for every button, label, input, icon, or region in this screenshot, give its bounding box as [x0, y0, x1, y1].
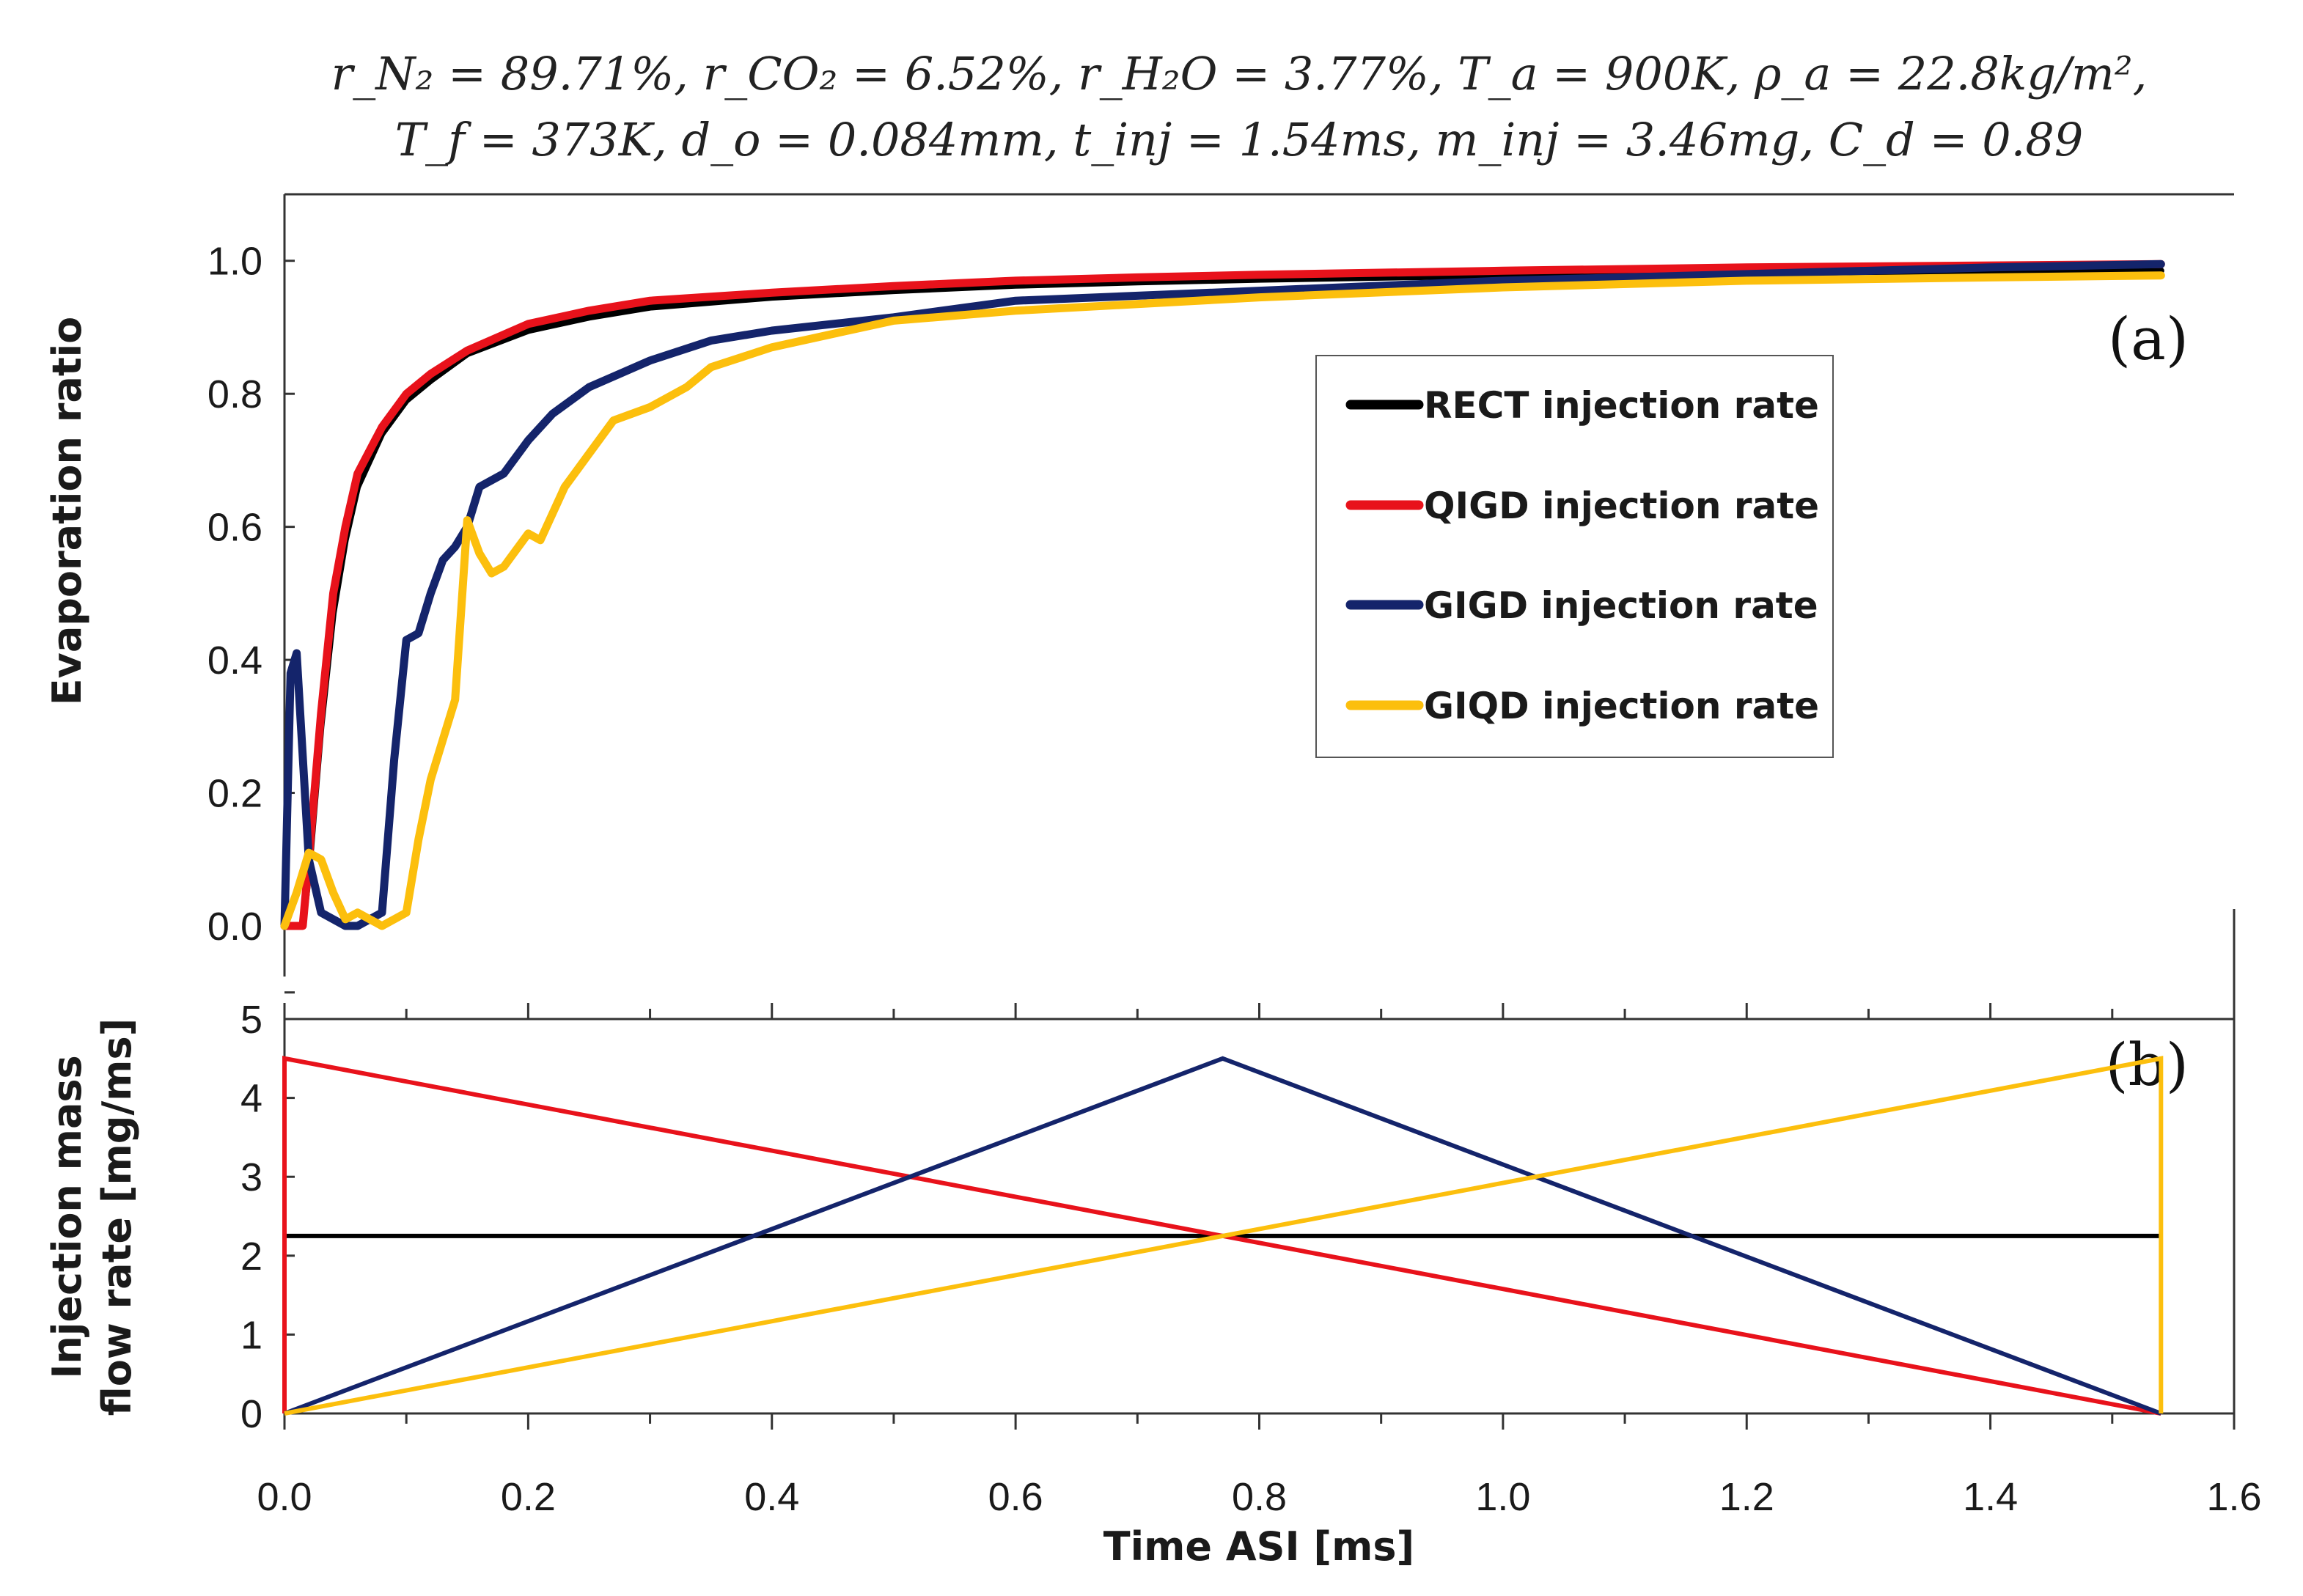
panel-b-y-tick-label: 1: [240, 1313, 262, 1357]
panel-b-y-tick-label: 4: [240, 1077, 262, 1121]
panel-b-y-tick-label: 2: [240, 1235, 262, 1279]
panel-a-y-tick-label: 0.4: [207, 639, 262, 683]
panel-a-y-tick-label: 1.0: [207, 240, 262, 284]
panel-b-series-gigd: [283, 1056, 2162, 1416]
chart-title-line-1: r_N₂ = 89.71%, r_CO₂ = 6.52%, r_H₂O = 3.…: [331, 47, 2148, 100]
panel-b-y-tick-label: 3: [240, 1155, 262, 1199]
panel-b-y-tick-label: 0: [240, 1392, 262, 1436]
chart-title-line-2: T_f = 373K, d_o = 0.084mm, t_inj = 1.54m…: [395, 113, 2084, 166]
legend-label-gigd: GIGD injection rate: [1424, 584, 1818, 627]
panel-b-series: [282, 1056, 2164, 1416]
x-tick-label: 1.6: [2206, 1475, 2261, 1519]
panel-a-series-giqd: [280, 271, 2165, 930]
panel-b-series-qigd: [282, 1056, 2161, 1416]
legend-box: [1315, 355, 1834, 758]
x-axis-title: Time ASI [ms]: [1103, 1523, 1414, 1570]
panel-a-series-gigd: [280, 260, 2165, 930]
panel-a-y-axis-title: Evaporation ratio: [44, 317, 90, 706]
panel-b-y-axis-title-line-1: Injection mass: [44, 1055, 90, 1378]
panel-a-series-qigd: [280, 260, 2165, 930]
panel-a-label: (a): [2108, 305, 2189, 373]
panel-a-series: [280, 260, 2165, 930]
x-tick-label: 1.4: [1963, 1475, 2018, 1519]
legend-label-rect: RECT injection rate: [1424, 384, 1819, 427]
x-tick-label: 1.2: [1719, 1475, 1774, 1519]
x-tick-label: 0.8: [1232, 1475, 1287, 1519]
legend-label-qigd: QIGD injection rate: [1424, 485, 1819, 527]
panel-b-y-tick-label: 5: [240, 998, 262, 1042]
tick-labels: 0.0 0.2 0.4 0.6 0.8 1.0 0 1 2 3 4 5 0.0 0.2 0.4 0.6 0.8 1…: [207, 240, 2262, 1519]
panel-b-y-axis-title-line-2: flow rate [mg/ms]: [94, 1018, 140, 1416]
x-tick-label: 1.0: [1475, 1475, 1530, 1519]
panel-a-y-tick-label: 0.8: [207, 372, 262, 416]
panel-a-y-tick-label: 0.2: [207, 772, 262, 816]
x-tick-label: 0.6: [988, 1475, 1043, 1519]
legend-label-giqd: GIQD injection rate: [1424, 685, 1819, 727]
legend: RECT injection rate QIGD injection rate …: [1315, 355, 1834, 758]
panel-a-y-tick-label: 0.0: [207, 905, 262, 949]
x-tick-label: 0.4: [744, 1475, 799, 1519]
panel-a-y-tick-label: 0.6: [207, 506, 262, 550]
x-tick-label: 0.0: [257, 1475, 312, 1519]
x-tick-label: 0.2: [501, 1475, 556, 1519]
panel-b-series-giqd: [284, 1056, 2164, 1416]
